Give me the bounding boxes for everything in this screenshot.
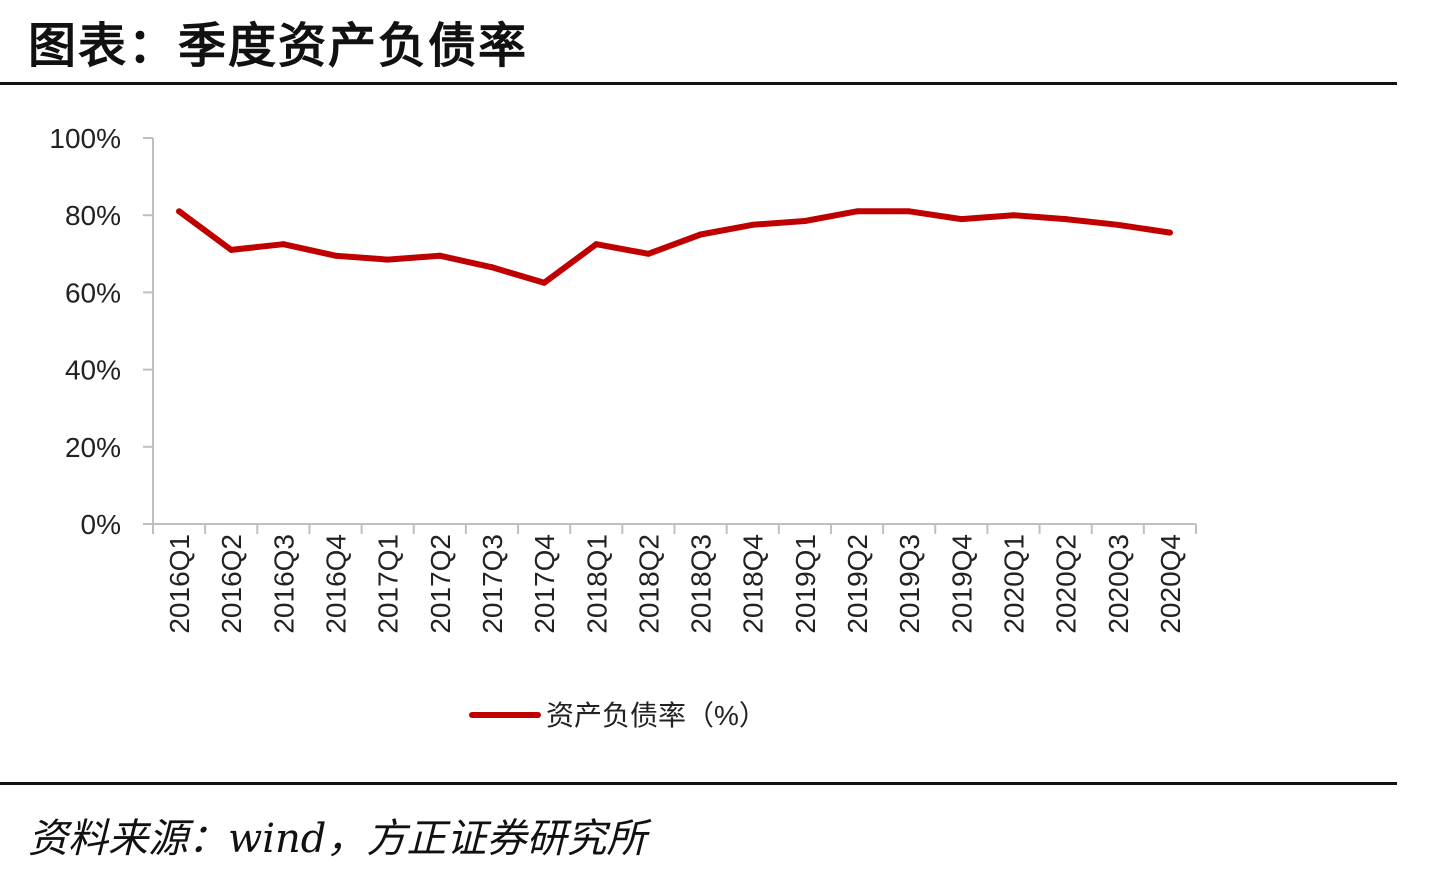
data-point	[593, 241, 600, 248]
y-tick-label: 80%	[65, 200, 121, 231]
x-tick-label: 2017Q3	[477, 534, 508, 634]
bottom-divider	[0, 782, 1397, 785]
series-layer	[176, 208, 1173, 286]
series-line	[176, 208, 1173, 286]
x-tick-label: 2017Q2	[425, 534, 456, 634]
x-tick-label: 2019Q4	[946, 534, 977, 634]
data-point	[906, 208, 913, 215]
x-tick-label: 2020Q3	[1103, 534, 1134, 634]
x-tick-label: 2019Q1	[790, 534, 821, 634]
data-point	[1114, 221, 1121, 228]
data-point	[541, 279, 548, 286]
data-point	[1010, 212, 1017, 219]
source-note: 资料来源：wind，方正证券研究所	[28, 816, 647, 862]
legend-label: 资产负债率（%）	[546, 700, 767, 731]
data-point	[176, 208, 183, 215]
data-point	[280, 241, 287, 248]
x-tick-label: 2019Q3	[894, 534, 925, 634]
x-tick-label: 2016Q4	[321, 534, 352, 634]
x-tick-label: 2017Q4	[529, 534, 560, 634]
x-tick-label: 2018Q1	[581, 534, 612, 634]
x-tick-label: 2017Q1	[373, 534, 404, 634]
data-point	[697, 231, 704, 238]
data-point	[228, 246, 235, 253]
legend: 资产负债率（%）	[469, 700, 767, 731]
x-tick-label: 2020Q1	[998, 534, 1029, 634]
x-tick-label: 2020Q2	[1051, 534, 1082, 634]
y-tick-label: 40%	[65, 355, 121, 386]
y-tick-label: 0%	[81, 509, 121, 540]
x-tick-label: 2018Q4	[738, 534, 769, 634]
data-point	[384, 256, 391, 263]
data-point	[645, 250, 652, 257]
data-point	[488, 264, 495, 271]
x-tick-label: 2016Q2	[216, 534, 247, 634]
x-tick-label: 2018Q2	[633, 534, 664, 634]
x-tick-label: 2020Q4	[1155, 534, 1186, 634]
data-point	[332, 252, 339, 259]
data-point	[1166, 229, 1173, 236]
chart-title: 图表：季度资产负债率	[28, 18, 529, 74]
y-tick-label: 20%	[65, 432, 121, 463]
data-point	[1062, 216, 1069, 223]
y-tick-label: 100%	[49, 123, 121, 154]
data-point	[749, 221, 756, 228]
data-point	[436, 252, 443, 259]
x-tick-label: 2016Q3	[268, 534, 299, 634]
data-point	[854, 208, 861, 215]
data-point	[801, 217, 808, 224]
y-tick-label: 60%	[65, 277, 121, 308]
data-point	[958, 216, 965, 223]
axes: 0% 20% 40% 60% 80% 100% 2016Q1 2016Q2 2016Q3 2016…	[49, 123, 1197, 634]
x-tick-label: 2019Q2	[842, 534, 873, 634]
x-tick-label: 2016Q1	[164, 534, 195, 634]
top-divider	[0, 82, 1397, 85]
x-tick-label: 2018Q3	[686, 534, 717, 634]
